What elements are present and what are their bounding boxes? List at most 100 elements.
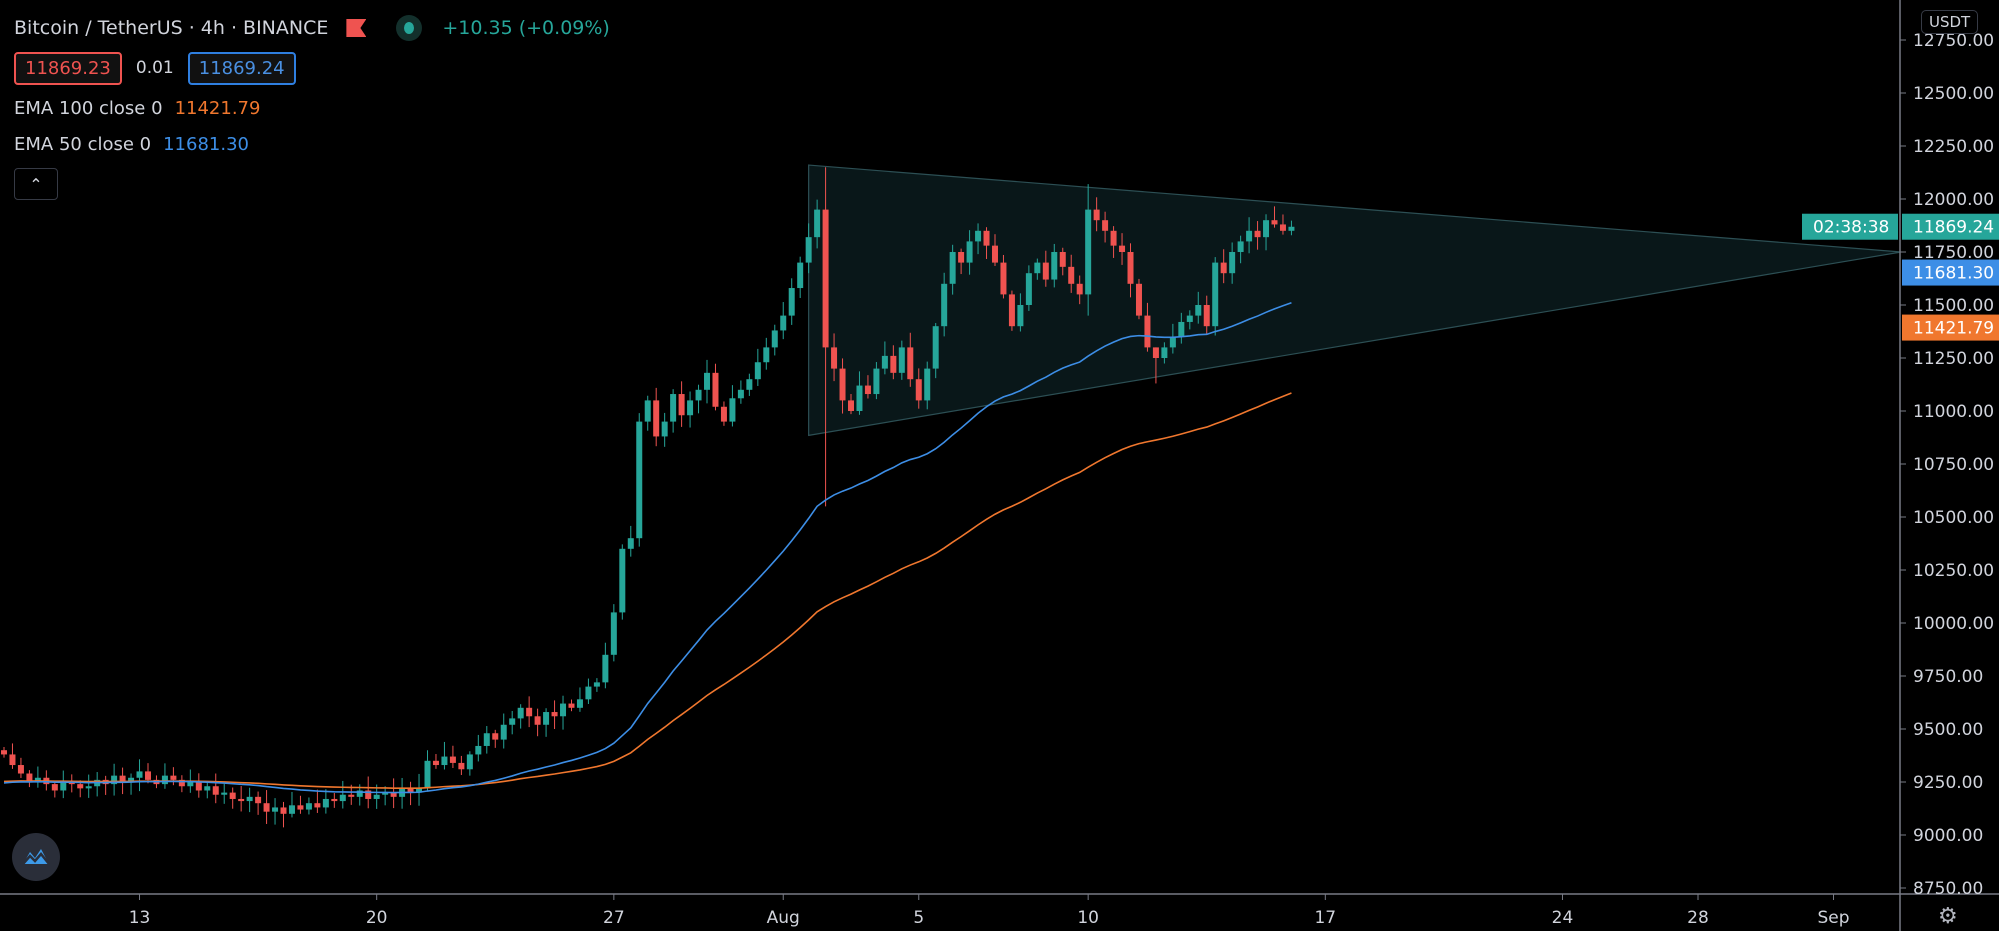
candle-body [339,794,346,802]
candle-body [1051,252,1058,280]
candle-body [492,733,499,740]
candle-body [9,754,16,766]
candle-body [1008,294,1015,327]
candle [9,743,16,769]
candle [1186,310,1193,330]
sell-price-button[interactable]: 11869.23 [14,51,122,85]
time-tick-label: Sep [1817,908,1849,928]
candle [280,801,287,828]
candle [991,234,998,266]
candle [1195,291,1202,324]
candle-body [856,385,863,411]
candle [17,757,24,778]
candle [517,704,524,729]
triangle-pattern-drawing [808,164,1902,437]
candle-body [178,779,185,787]
candle-body [678,394,685,416]
market-status-icon[interactable] [396,15,423,41]
candle [949,244,956,295]
candle [1068,254,1075,293]
candle-body [1203,305,1210,327]
candle-body [763,347,770,363]
candle-body [161,775,168,785]
candle [924,361,931,410]
last-price-label-bg [1902,213,1999,240]
candle [144,763,151,784]
candle-body [898,347,905,373]
candle-body [1110,230,1117,246]
candle-body [1212,262,1219,327]
candle [983,227,990,259]
candle-body [34,777,41,782]
collapse-legend-button[interactable]: ⌃ [14,168,58,200]
candle [246,787,253,813]
candle-body [991,245,998,263]
indicator-value: 11421.79 [174,97,261,119]
candle-body [864,385,871,395]
candle-body [51,784,58,791]
candle-body [932,326,939,369]
candle-body [568,703,575,708]
price-tick-label: 10750.00 [1913,455,1994,475]
candle [788,278,795,325]
candle-body [720,406,727,422]
candle [729,385,736,427]
candle [68,774,75,793]
candle [34,766,41,788]
candle [382,786,389,806]
candle-body [390,792,397,797]
currency-button[interactable]: USDT [1921,10,1979,34]
chevron-up-icon: ⌃ [29,174,43,194]
candle-body [144,771,151,780]
tradingview-logo[interactable] [12,833,60,881]
buy-price-button[interactable]: 11869.24 [187,51,296,85]
candle-body [653,400,660,437]
candle [407,781,414,806]
candle-body [576,699,583,708]
candle-body [204,786,211,791]
candle-body [627,538,634,549]
candle-body [509,718,516,725]
candle-body [77,784,84,789]
candle-body [458,762,465,770]
candle [483,726,490,754]
candle-body [788,288,795,316]
candle [602,642,609,689]
candle [1135,278,1142,320]
candle-body [212,786,219,795]
price-tick-label: 10500.00 [1913,508,1994,528]
time-tick-label: 5 [913,908,924,928]
candle-body [1186,315,1193,322]
candle-body [1059,252,1066,267]
candle [1203,295,1210,335]
candle [526,696,533,728]
settings-gear-icon[interactable]: ⚙ [1938,904,1958,929]
candle [653,387,660,447]
candle-body [831,347,838,369]
price-tick-label: 11250.00 [1913,349,1994,369]
candle-body [221,792,228,795]
symbol-title[interactable]: Bitcoin / TetherUS · 4h · BINANCE [14,17,329,39]
candle-body [602,654,609,683]
price-tick-label: 12750.00 [1913,31,1994,51]
candle-body [754,362,761,380]
candle-body [356,790,363,797]
candle-body [1254,230,1261,238]
candle-body [68,782,75,785]
spread-value: 0.01 [135,58,174,78]
flag-icon[interactable] [346,19,367,37]
candle [111,763,118,796]
indicator-ema50[interactable]: EMA 50 close 0 11681.30 [14,126,610,162]
indicator-ema100[interactable]: EMA 100 close 0 11421.79 [14,90,610,126]
candle-body [1102,220,1109,231]
candle-body [1017,305,1024,327]
candle [26,770,33,788]
candle-body [771,330,778,348]
candle-body [1076,283,1083,295]
candle-body [1220,262,1227,274]
candle-body [526,707,533,717]
indicator-label: EMA 100 close 0 [14,97,163,119]
time-tick-label: 17 [1314,908,1336,928]
candle [1152,347,1159,384]
